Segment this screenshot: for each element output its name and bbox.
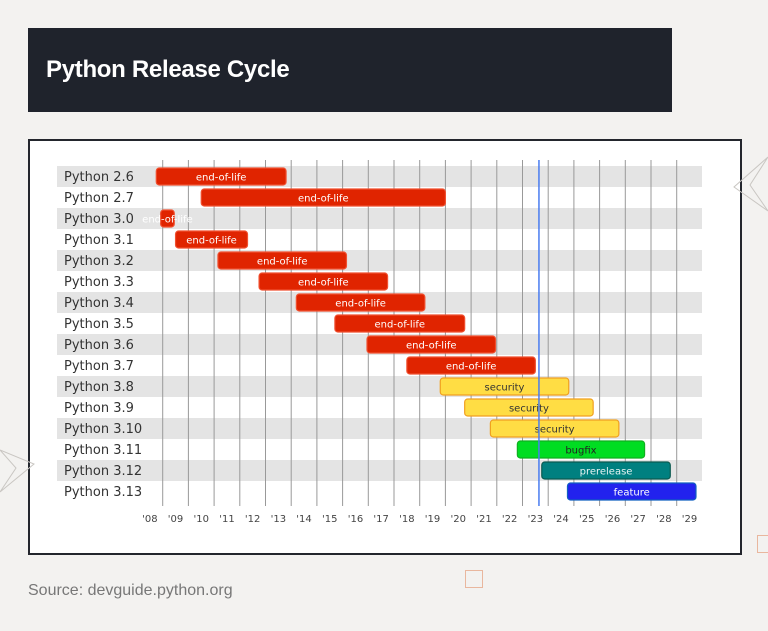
version-label: Python 2.6 bbox=[64, 170, 134, 185]
release-bar bbox=[489, 419, 620, 438]
x-tick-label: '10 bbox=[194, 514, 209, 525]
release-bar bbox=[174, 230, 249, 249]
x-tick-label: '16 bbox=[348, 514, 363, 525]
x-tick-label: '27 bbox=[630, 514, 645, 525]
release-bar bbox=[366, 335, 497, 354]
version-label: Python 3.13 bbox=[64, 485, 142, 500]
release-bar bbox=[217, 251, 348, 270]
release-bar bbox=[406, 356, 536, 375]
row-band bbox=[57, 250, 702, 271]
version-label: Python 3.1 bbox=[64, 233, 134, 248]
page-title: Python Release Cycle bbox=[46, 56, 290, 83]
x-tick-label: '28 bbox=[656, 514, 671, 525]
release-bar bbox=[566, 482, 697, 501]
bar-status-label: end-of-life bbox=[142, 215, 193, 226]
bar-status-label: end-of-life bbox=[298, 194, 349, 205]
version-label: Python 3.12 bbox=[64, 464, 142, 479]
x-tick-label: '13 bbox=[271, 514, 286, 525]
row-band bbox=[57, 208, 702, 229]
x-tick-label: '08 bbox=[142, 514, 157, 525]
x-tick-label: '17 bbox=[373, 514, 388, 525]
x-tick-label: '14 bbox=[296, 514, 311, 525]
x-tick-label: '23 bbox=[528, 514, 543, 525]
release-bar bbox=[334, 314, 466, 333]
release-bar bbox=[439, 377, 570, 396]
x-tick-label: '29 bbox=[682, 514, 697, 525]
bar-status-label: end-of-life bbox=[406, 341, 457, 352]
x-tick-label: '21 bbox=[476, 514, 491, 525]
x-tick-label: '15 bbox=[322, 514, 337, 525]
x-tick-label: '25 bbox=[579, 514, 594, 525]
bar-status-label: security bbox=[485, 383, 525, 394]
version-label: Python 3.5 bbox=[64, 317, 134, 332]
release-bar bbox=[464, 398, 594, 417]
title-banner: Python Release Cycle bbox=[28, 28, 672, 112]
version-label: Python 3.0 bbox=[64, 212, 134, 227]
x-tick-label: '20 bbox=[451, 514, 466, 525]
release-bar bbox=[160, 209, 175, 228]
x-tick-label: '12 bbox=[245, 514, 260, 525]
version-label: Python 3.3 bbox=[64, 275, 134, 290]
row-band bbox=[57, 376, 702, 397]
x-tick-label: '26 bbox=[605, 514, 620, 525]
release-cycle-chart: '08 '09 '10 '11 '12 '13 '14 '15 '16 '17 '18 '19 '20 '… bbox=[57, 160, 702, 525]
version-label: Python 3.11 bbox=[64, 443, 142, 458]
version-label: Python 3.4 bbox=[64, 296, 134, 311]
version-label: Python 3.7 bbox=[64, 359, 134, 374]
x-tick-label: '19 bbox=[425, 514, 440, 525]
bar-status-label: end-of-life bbox=[375, 320, 426, 331]
bar-status-label: bugfix bbox=[565, 446, 596, 457]
bar-status-label: security bbox=[509, 404, 549, 415]
version-label: Python 3.10 bbox=[64, 422, 142, 437]
bar-status-label: end-of-life bbox=[446, 362, 497, 373]
version-label: Python 3.6 bbox=[64, 338, 134, 353]
bar-status-label: security bbox=[535, 425, 575, 436]
bar-status-label: end-of-life bbox=[196, 173, 247, 184]
x-tick-label: '09 bbox=[168, 514, 183, 525]
row-band bbox=[57, 166, 702, 187]
row-band bbox=[57, 460, 702, 481]
version-label: Python 2.7 bbox=[64, 191, 134, 206]
version-label: Python 3.8 bbox=[64, 380, 134, 395]
bar-status-label: feature bbox=[614, 488, 650, 499]
release-bar bbox=[155, 167, 287, 186]
x-tick-label: '24 bbox=[553, 514, 568, 525]
bar-status-label: prerelease bbox=[580, 467, 633, 478]
x-tick-label: '22 bbox=[502, 514, 517, 525]
release-bar bbox=[516, 440, 646, 459]
version-label: Python 3.9 bbox=[64, 401, 134, 416]
decorative-triangle-icon bbox=[733, 156, 768, 212]
bar-status-label: end-of-life bbox=[335, 299, 386, 310]
decorative-triangle-icon bbox=[0, 449, 35, 493]
bar-status-label: end-of-life bbox=[186, 236, 237, 247]
release-bar bbox=[541, 461, 671, 480]
source-caption: Source: devguide.python.org bbox=[28, 582, 233, 599]
chart-container: '08 '09 '10 '11 '12 '13 '14 '15 '16 '17 '18 '19 '20 '… bbox=[28, 139, 742, 555]
release-bar bbox=[295, 293, 426, 312]
decorative-square-icon bbox=[465, 570, 483, 588]
decorative-square-icon bbox=[757, 535, 768, 553]
bar-status-label: end-of-life bbox=[298, 278, 349, 289]
release-bar bbox=[200, 188, 446, 207]
x-tick-label: '18 bbox=[399, 514, 414, 525]
version-label: Python 3.2 bbox=[64, 254, 134, 269]
release-bar bbox=[258, 272, 389, 291]
x-tick-label: '11 bbox=[219, 514, 234, 525]
bar-status-label: end-of-life bbox=[257, 257, 308, 268]
